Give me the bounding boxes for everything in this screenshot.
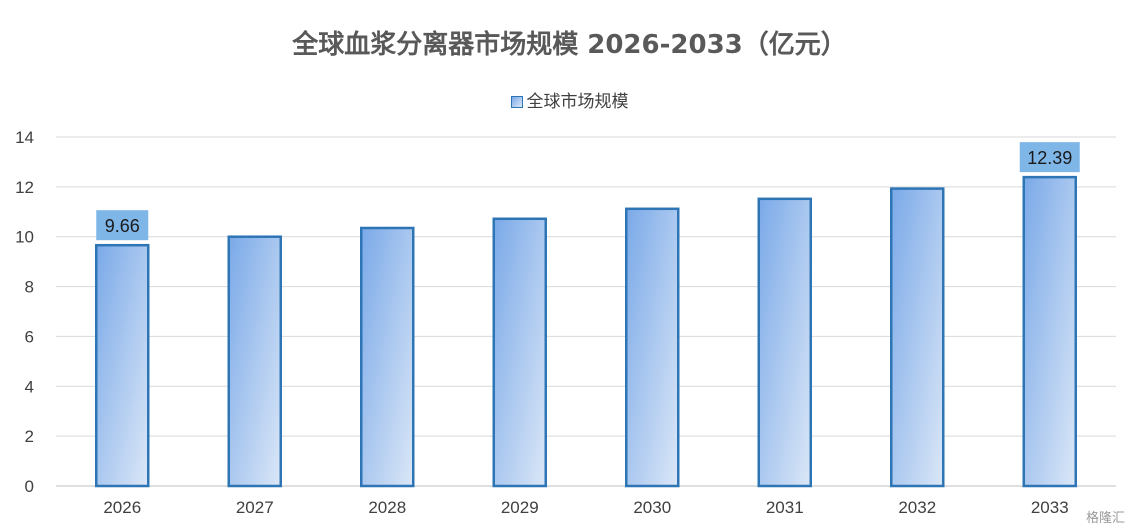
chart-title: 全球血浆分离器市场规模 2026-2033（亿元）: [292, 30, 847, 60]
x-tick-label: 2031: [766, 498, 804, 517]
y-tick-label: 0: [25, 477, 34, 496]
legend: 全球市场规模: [0, 87, 1139, 112]
bar: [757, 197, 812, 488]
x-tick-label: 2032: [898, 498, 936, 517]
bar: [1022, 175, 1077, 488]
data-label-box: [1019, 142, 1080, 173]
data-label: 12.39: [1027, 148, 1072, 168]
data-label-box: [96, 210, 149, 241]
bar: [625, 207, 680, 488]
bar: [492, 217, 547, 488]
y-tick-label: 4: [25, 377, 34, 396]
x-tick-label: 2033: [1031, 498, 1069, 517]
bar: [360, 226, 415, 488]
y-tick-label: 8: [25, 278, 34, 297]
x-tick-label: 2027: [236, 498, 274, 517]
x-tick-label: 2026: [103, 498, 141, 517]
y-tick-label: 14: [15, 128, 34, 147]
legend-label: 全球市场规模: [526, 92, 629, 112]
bar: [227, 235, 282, 488]
bar: [890, 187, 945, 488]
y-tick-label: 2: [25, 427, 34, 446]
bar: [95, 243, 150, 488]
watermark: 格隆汇: [1085, 511, 1125, 526]
x-tick-label: 2029: [501, 498, 539, 517]
y-tick-label: 6: [25, 327, 34, 346]
x-tick-label: 2028: [368, 498, 406, 517]
data-label: 9.66: [105, 216, 140, 236]
x-tick-label: 2030: [633, 498, 671, 517]
y-tick-label: 12: [15, 178, 34, 197]
legend-swatch-icon: [510, 96, 523, 108]
y-tick-label: 10: [15, 228, 34, 247]
